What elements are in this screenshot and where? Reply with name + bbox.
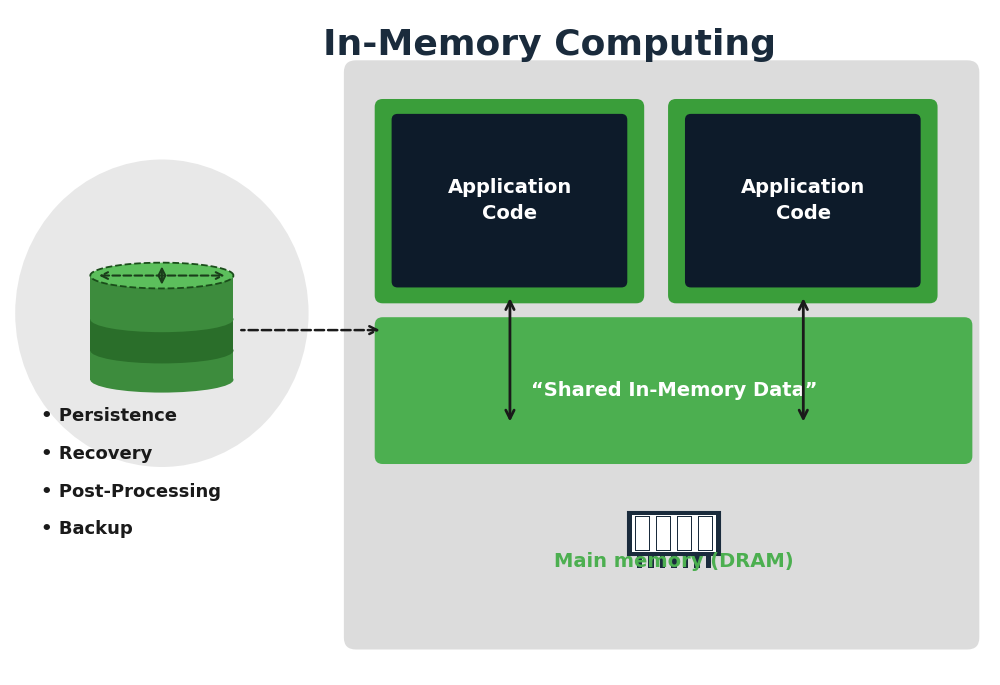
Ellipse shape <box>90 306 233 332</box>
Bar <box>698 516 713 551</box>
Bar <box>656 516 671 551</box>
Bar <box>90 319 233 351</box>
Text: In-Memory Computing: In-Memory Computing <box>323 29 776 62</box>
Bar <box>683 556 688 568</box>
Bar <box>678 516 691 550</box>
Bar <box>648 556 654 568</box>
FancyBboxPatch shape <box>375 317 972 464</box>
Bar <box>671 556 677 568</box>
Bar <box>677 516 692 551</box>
Text: • Post-Processing: • Post-Processing <box>41 483 221 501</box>
Bar <box>660 556 665 568</box>
Bar <box>637 556 642 568</box>
Bar <box>694 556 700 568</box>
Bar <box>632 515 716 552</box>
Text: Application
Code: Application Code <box>741 178 865 223</box>
Text: • Backup: • Backup <box>41 521 132 538</box>
FancyBboxPatch shape <box>668 99 938 303</box>
Bar <box>706 556 711 568</box>
Ellipse shape <box>90 338 233 364</box>
Ellipse shape <box>90 366 233 393</box>
Bar <box>636 516 649 550</box>
FancyBboxPatch shape <box>685 114 921 288</box>
Ellipse shape <box>90 262 233 288</box>
Ellipse shape <box>15 160 309 467</box>
Text: “Shared In-Memory Data”: “Shared In-Memory Data” <box>531 381 817 400</box>
FancyBboxPatch shape <box>344 60 979 649</box>
Bar <box>90 275 233 379</box>
Bar <box>635 516 650 551</box>
Bar <box>657 516 670 550</box>
Text: • Persistence: • Persistence <box>41 408 177 425</box>
Text: • Recovery: • Recovery <box>41 445 152 463</box>
Text: Application
Code: Application Code <box>448 178 572 223</box>
Bar <box>699 516 712 550</box>
FancyBboxPatch shape <box>375 99 644 303</box>
Bar <box>628 512 720 556</box>
Text: Main memory (DRAM): Main memory (DRAM) <box>554 551 794 571</box>
FancyBboxPatch shape <box>392 114 627 288</box>
